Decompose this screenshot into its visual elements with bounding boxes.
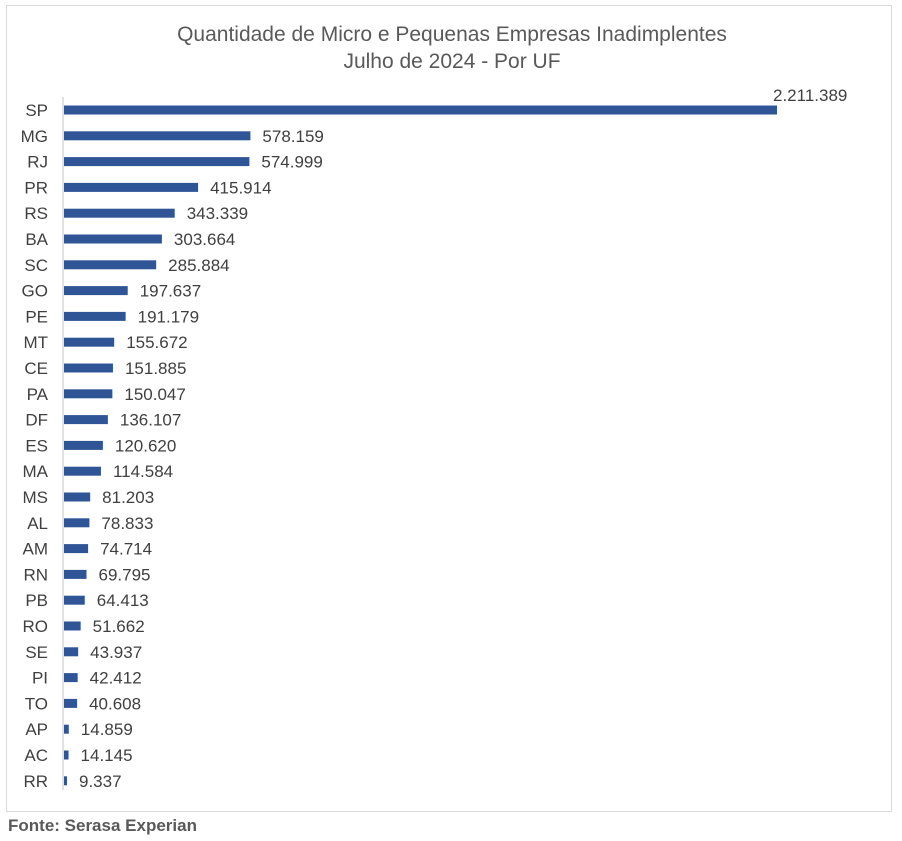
bar-ba (64, 234, 162, 244)
bar-pb (64, 595, 85, 605)
data-label-ma: 114.584 (113, 462, 173, 481)
bar-sc (64, 260, 157, 270)
bar-rj (64, 157, 250, 167)
data-label-ap: 14.859 (81, 720, 133, 739)
category-label-se: SE (25, 643, 48, 662)
data-label-rn: 69.795 (99, 565, 151, 584)
data-label-ce: 151.885 (125, 359, 186, 378)
category-label-pb: PB (25, 591, 48, 610)
data-label-pa: 150.047 (124, 385, 185, 404)
category-label-pa: PA (27, 385, 49, 404)
data-label-mg: 578.159 (262, 127, 323, 146)
bar-ap (64, 724, 69, 734)
category-label-ro: RO (23, 617, 49, 636)
bar-sp (64, 105, 777, 115)
bar-am (64, 544, 89, 554)
bar-ce (64, 363, 113, 373)
data-label-pi: 42.412 (90, 669, 142, 688)
category-label-ac: AC (24, 746, 48, 765)
category-label-ce: CE (24, 359, 48, 378)
data-label-mt: 155.672 (126, 333, 187, 352)
data-label-pr: 415.914 (210, 178, 271, 197)
bar-pr (64, 182, 199, 192)
bar-es (64, 440, 103, 450)
bar-to (64, 698, 78, 708)
source-note: Fonte: Serasa Experian (8, 816, 197, 835)
category-label-sc: SC (24, 256, 48, 275)
data-label-pb: 64.413 (97, 591, 149, 610)
data-label-am: 74.714 (100, 540, 152, 559)
bar-df (64, 415, 108, 425)
category-label-rr: RR (23, 772, 48, 791)
category-label-am: AM (23, 540, 49, 559)
category-label-go: GO (22, 282, 48, 301)
data-label-go: 197.637 (140, 282, 201, 301)
data-label-es: 120.620 (115, 436, 176, 455)
bar-ro (64, 621, 81, 631)
bar-pe (64, 311, 126, 321)
chart-title: Quantidade de Micro e Pequenas Empresas … (177, 23, 727, 46)
category-label-sp: SP (25, 101, 48, 120)
data-label-ro: 51.662 (93, 617, 145, 636)
category-label-pe: PE (25, 307, 48, 326)
data-label-sc: 285.884 (168, 256, 229, 275)
bar-ma (64, 466, 101, 476)
data-label-al: 78.833 (101, 514, 153, 533)
data-label-ac: 14.145 (81, 746, 133, 765)
bar-se (64, 647, 79, 657)
category-label-rn: RN (23, 565, 48, 584)
category-label-df: DF (25, 411, 48, 430)
data-label-ms: 81.203 (102, 488, 154, 507)
bar-rr (64, 776, 68, 786)
bar-go (64, 286, 128, 296)
bar-pa (64, 389, 113, 399)
data-label-rs: 343.339 (187, 204, 248, 223)
bars-group: SP 2.211.389 MG 578.159 RJ 574.999 PR 415.914 RS… (21, 86, 848, 791)
category-label-pr: PR (24, 178, 48, 197)
category-label-al: AL (27, 514, 48, 533)
bar-mg (64, 131, 251, 141)
data-label-ba: 303.664 (174, 230, 235, 249)
bar-rn (64, 569, 87, 579)
category-label-to: TO (25, 694, 48, 713)
category-label-mg: MG (21, 127, 48, 146)
bar-al (64, 518, 90, 528)
bar-ac (64, 750, 69, 760)
category-label-ba: BA (25, 230, 48, 249)
category-label-rs: RS (24, 204, 48, 223)
data-label-rr: 9.337 (79, 772, 122, 791)
chart-subtitle: Julho de 2024 - Por UF (343, 50, 560, 73)
category-label-ap: AP (25, 720, 48, 739)
bar-ms (64, 492, 91, 502)
category-label-es: ES (25, 436, 48, 455)
data-label-se: 43.937 (90, 643, 142, 662)
category-label-rj: RJ (27, 153, 48, 172)
data-label-sp: 2.211.389 (773, 86, 847, 105)
data-label-pe: 191.179 (138, 307, 199, 326)
category-label-ms: MS (23, 488, 49, 507)
bar-rs (64, 208, 175, 218)
data-label-to: 40.608 (89, 694, 141, 713)
bar-mt (64, 337, 115, 347)
data-label-rj: 574.999 (261, 153, 322, 172)
category-label-mt: MT (23, 333, 48, 352)
data-label-df: 136.107 (120, 411, 181, 430)
bar-pi (64, 673, 78, 683)
category-label-pi: PI (32, 669, 48, 688)
category-label-ma: MA (23, 462, 49, 481)
